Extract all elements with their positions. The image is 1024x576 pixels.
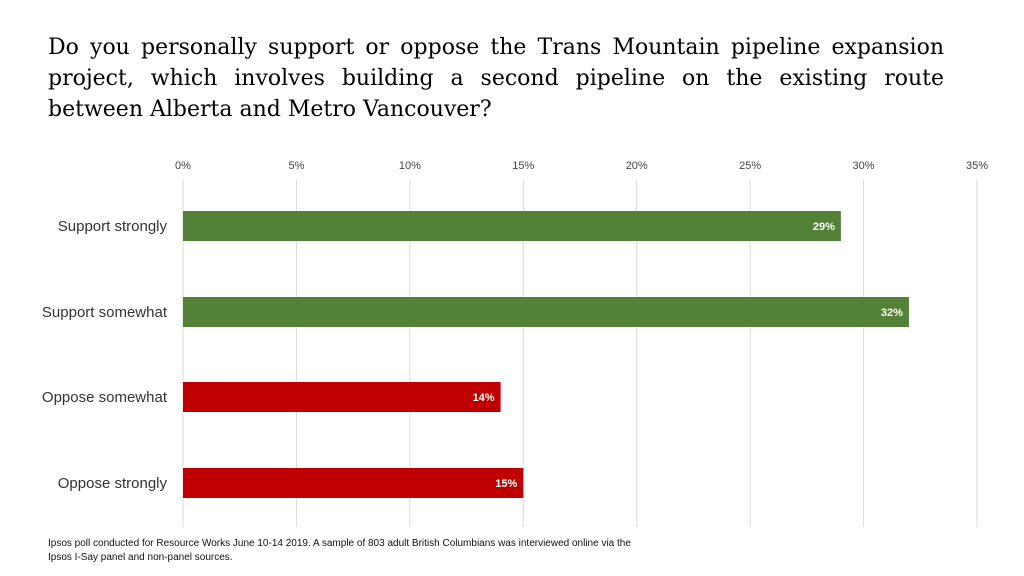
bar-support-somewhat	[183, 297, 909, 327]
data-label: 14%	[473, 392, 495, 404]
data-label: 15%	[495, 478, 517, 490]
bars: 29% 32% 14% 15%	[183, 211, 909, 498]
category-label: Oppose strongly	[58, 475, 168, 492]
bar-oppose-strongly	[183, 468, 524, 498]
x-tick-label: 10%	[399, 160, 421, 172]
category-label: Oppose somewhat	[42, 389, 168, 406]
x-tick-label: 30%	[853, 160, 875, 172]
x-tick-label: 15%	[512, 160, 534, 172]
bar-chart: 0% 5% 10% 15% 20% 25% 30% 35% 29% 32% 14% 15% Supp…	[42, 160, 988, 527]
data-label: 29%	[813, 221, 835, 233]
category-labels: Support strongly Support somewhat Oppose s…	[42, 218, 168, 492]
x-tick-label: 35%	[966, 160, 988, 172]
bar-oppose-somewhat	[183, 382, 501, 412]
chart-title: Do you personally support or oppose the …	[48, 35, 944, 122]
footnote-line-2: Ipsos I-Say panel and non-panel sources.	[48, 552, 233, 563]
footnote-line-1: Ipsos poll conducted for Resource Works …	[48, 538, 631, 549]
data-label: 32%	[881, 307, 903, 319]
x-tick-label: 5%	[288, 160, 304, 172]
footnote: Ipsos poll conducted for Resource Works …	[48, 537, 748, 565]
bar-support-strongly	[183, 211, 841, 241]
category-label: Support somewhat	[42, 304, 168, 321]
category-label: Support strongly	[58, 218, 168, 235]
x-axis-ticks: 0% 5% 10% 15% 20% 25% 30% 35%	[175, 160, 988, 172]
x-tick-label: 25%	[739, 160, 761, 172]
x-tick-label: 0%	[175, 160, 191, 172]
x-tick-label: 20%	[626, 160, 648, 172]
